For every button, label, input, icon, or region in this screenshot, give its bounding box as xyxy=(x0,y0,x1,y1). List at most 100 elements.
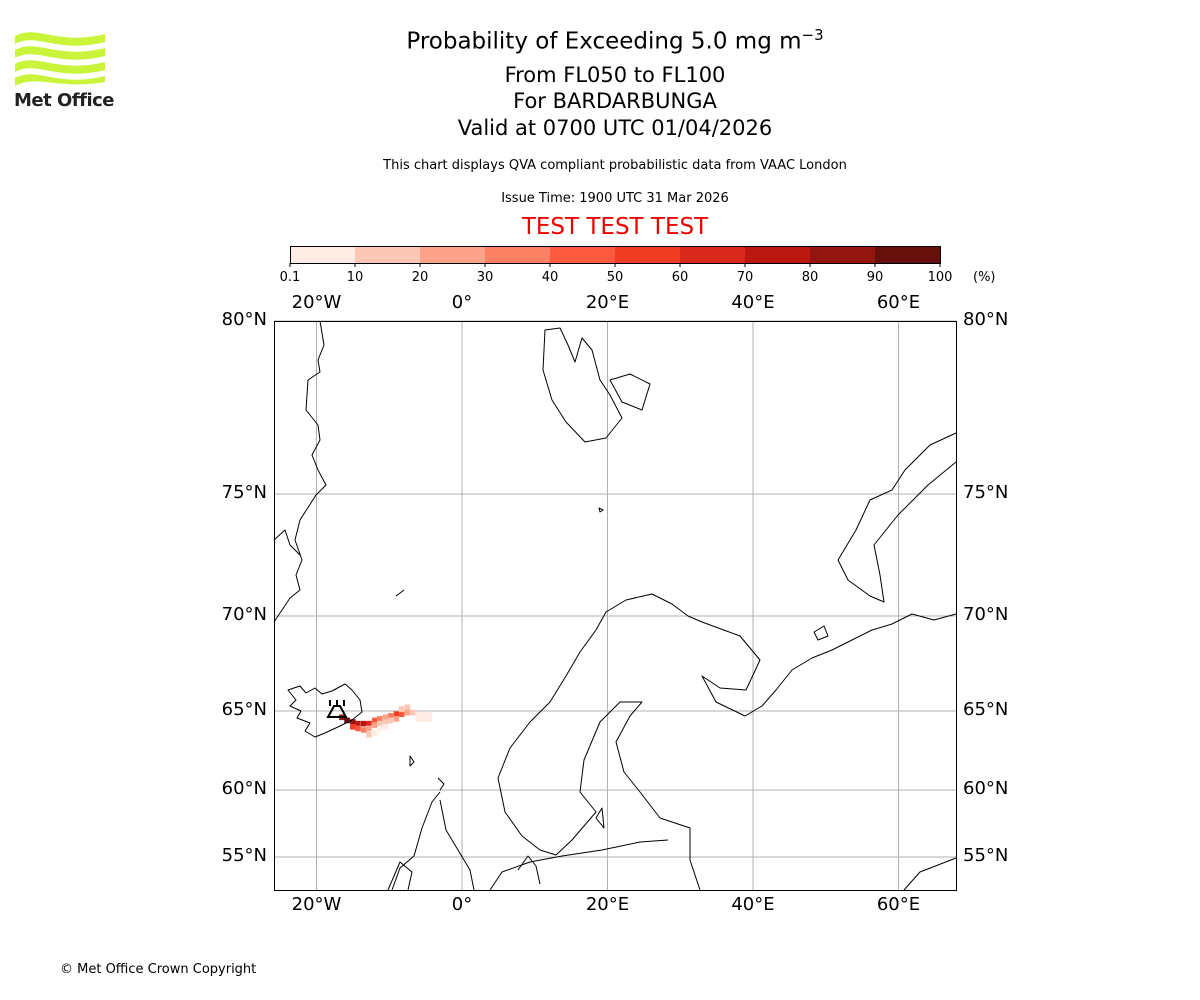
probability-cell xyxy=(398,711,405,717)
met-office-waves-icon xyxy=(15,32,105,86)
axis-tick-label: 65°N xyxy=(963,699,1009,720)
axis-tick-label: 20°W xyxy=(291,292,342,313)
probability-cell xyxy=(350,724,356,730)
colorbar-segment xyxy=(550,246,616,263)
probability-cell xyxy=(371,730,378,736)
probability-cell xyxy=(360,727,367,733)
probability-cell xyxy=(371,722,378,729)
coast-scandinavia xyxy=(497,593,957,837)
probability-cell xyxy=(382,724,389,730)
probability-cell xyxy=(404,704,411,710)
probability-cell xyxy=(387,717,394,724)
colorbar-segment xyxy=(680,246,746,263)
axis-tick-label: 80°N xyxy=(221,309,267,330)
colorbar-tick-label: 70 xyxy=(736,270,754,285)
axis-tick-label: 60°E xyxy=(876,292,921,313)
coast-britain-east xyxy=(439,799,475,891)
colorbar-segment xyxy=(290,246,356,263)
coast-baltic xyxy=(521,701,701,891)
axis-tick-label: 70°N xyxy=(963,604,1009,625)
title-text: Probability of Exceeding 5.0 mg m xyxy=(406,28,802,55)
colorbar-tick-label: 30 xyxy=(476,270,494,285)
met-office-logo xyxy=(12,28,108,118)
description: This chart displays QVA compliant probab… xyxy=(383,158,847,173)
axis-tick-label: 75°N xyxy=(221,482,267,503)
coast-ireland xyxy=(387,861,413,891)
probability-cell xyxy=(393,711,400,717)
probability-cell xyxy=(398,706,405,712)
colorbar-tick-label: 60 xyxy=(671,270,689,285)
probability-cell xyxy=(420,711,427,717)
coast-nordaustlandet xyxy=(609,373,651,411)
probability-cell xyxy=(376,716,383,722)
valid-time: Valid at 0700 UTC 01/04/2026 xyxy=(457,116,773,140)
probability-cell xyxy=(426,716,433,722)
colorbar-tick-label: 50 xyxy=(606,270,624,285)
axis-tick-label: 20°E xyxy=(585,292,630,313)
axis-tick-label: 20°W xyxy=(291,894,342,915)
map-frame xyxy=(274,321,957,891)
probability-cell xyxy=(355,725,361,732)
colorbar-tick-label: 10 xyxy=(346,270,364,285)
copyright: © Met Office Crown Copyright xyxy=(60,962,257,977)
probability-cell xyxy=(366,720,372,727)
axis-tick-label: 40°E xyxy=(731,894,775,915)
axis-tick-label: 80°N xyxy=(963,309,1009,330)
axis-tick-label: 75°N xyxy=(963,482,1009,503)
chart-title: Probability of Exceeding 5.0 mg m−3 xyxy=(0,26,1200,55)
probability-cell xyxy=(366,731,372,738)
coastlines xyxy=(273,320,957,891)
probability-cell xyxy=(426,711,433,717)
colorbar-segment xyxy=(615,246,681,263)
coast-greenland xyxy=(273,320,327,623)
colorbar-segment xyxy=(745,246,811,263)
coast-jan-mayen xyxy=(395,589,405,597)
issue-time: Issue Time: 1900 UTC 31 Mar 2026 xyxy=(501,191,729,206)
probability-cell xyxy=(387,712,394,719)
axis-tick-label: 55°N xyxy=(221,845,267,866)
axis-tick-label: 60°N xyxy=(221,778,267,799)
coast-britain xyxy=(391,791,441,891)
axis-tick-label: 55°N xyxy=(963,845,1009,866)
probability-cell xyxy=(382,714,389,721)
volcano-name: For BARDARBUNGA xyxy=(513,89,717,113)
probability-cell xyxy=(382,719,389,725)
colorbar-tick-label: 80 xyxy=(801,270,819,285)
colorbar-tick-label: 0.1 xyxy=(279,270,301,285)
probability-cell xyxy=(420,716,427,722)
probability-cell xyxy=(415,716,422,722)
probability-cell xyxy=(371,717,378,724)
probability-cell xyxy=(344,717,350,724)
probability-cell xyxy=(366,725,372,732)
coast-novaya-zemlya xyxy=(837,432,957,603)
test-banner: TEST TEST TEST xyxy=(521,214,709,240)
probability-cell xyxy=(376,725,383,732)
colorbar-segment xyxy=(875,246,941,263)
colorbar-segment xyxy=(355,246,421,263)
probability-cell xyxy=(376,720,383,727)
coast-russia-se xyxy=(903,857,957,891)
axis-tick-label: 20°E xyxy=(585,894,630,915)
title-superscript: −3 xyxy=(801,26,824,44)
axis-tick-label: 65°N xyxy=(221,699,267,720)
probability-cell xyxy=(350,719,356,725)
colorbar-unit: (%) xyxy=(973,270,996,285)
probability-cell xyxy=(393,716,400,722)
coast-iceland xyxy=(287,683,363,738)
axis-tick-label: 60°E xyxy=(876,894,921,915)
colorbar-tick-label: 90 xyxy=(866,270,884,285)
coast-kolguev xyxy=(813,625,829,641)
probability-cell xyxy=(360,720,367,727)
colorbar-segment xyxy=(485,246,551,263)
coast-shetland xyxy=(437,777,445,791)
coast-svalbard xyxy=(542,327,623,443)
colorbar xyxy=(289,246,941,267)
coast-south-baltic xyxy=(489,839,669,891)
coast-denmark xyxy=(517,855,541,885)
coast-gotland xyxy=(595,807,605,829)
coast-greenland-se xyxy=(273,529,301,556)
coast-bear-island xyxy=(598,507,604,513)
probability-cell xyxy=(409,709,416,716)
colorbar-tick-label: 100 xyxy=(927,270,953,285)
